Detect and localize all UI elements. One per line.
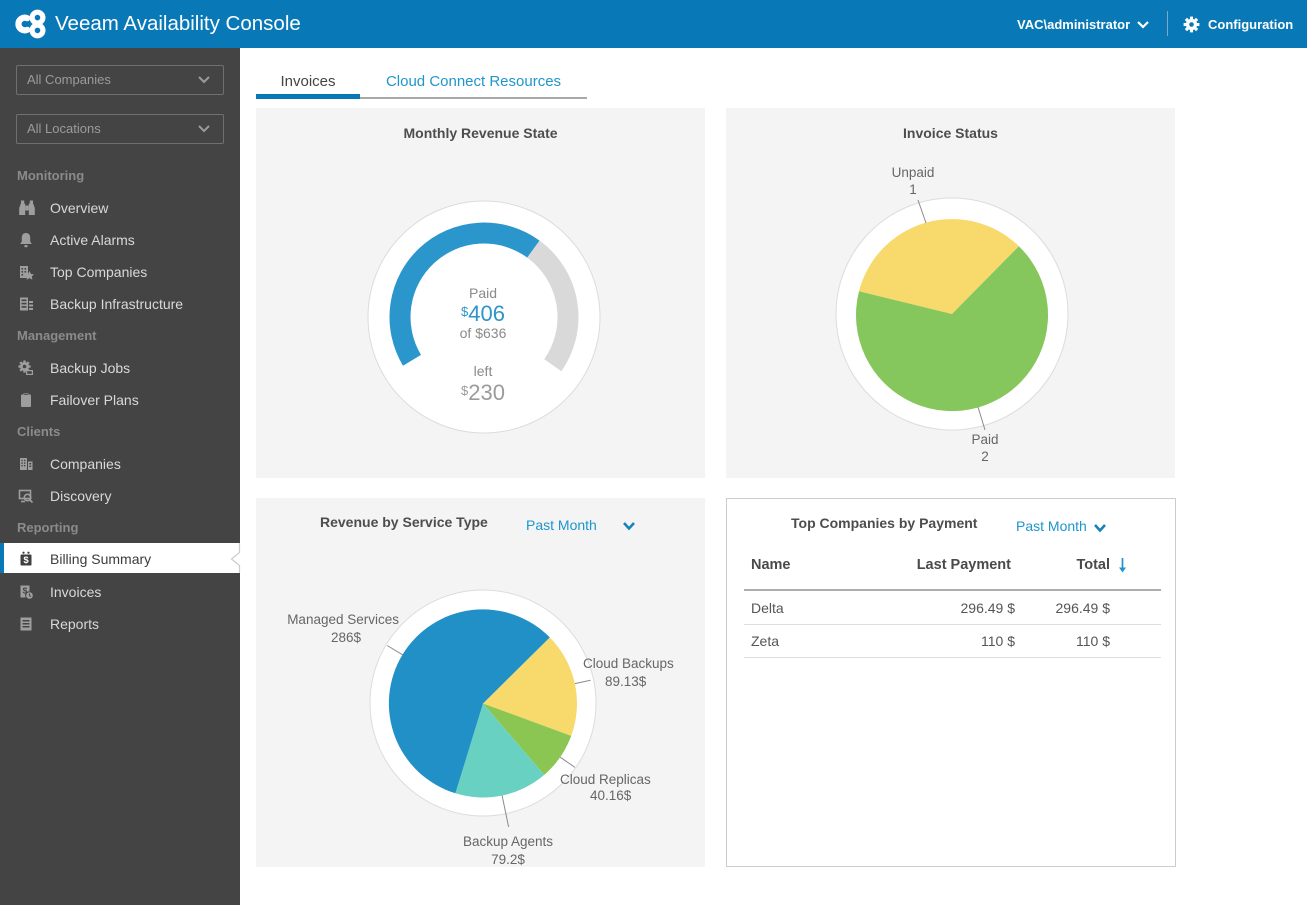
svg-text:286$: 286$ bbox=[331, 630, 362, 645]
svg-text:$: $ bbox=[23, 555, 29, 566]
svg-text:Paid: Paid bbox=[469, 285, 497, 301]
svg-text:Managed Services: Managed Services bbox=[287, 612, 399, 627]
svg-text:89.13$: 89.13$ bbox=[605, 674, 647, 689]
svg-text:Cloud Backups: Cloud Backups bbox=[583, 656, 674, 671]
svg-text:Cloud Replicas: Cloud Replicas bbox=[560, 772, 651, 787]
svg-text:$230: $230 bbox=[461, 380, 505, 405]
svg-text:79.2$: 79.2$ bbox=[491, 852, 525, 867]
svg-text:Backup Agents: Backup Agents bbox=[463, 834, 553, 849]
svg-text:$: $ bbox=[23, 586, 28, 596]
svg-text:Paid: Paid bbox=[971, 432, 998, 447]
svg-text:Unpaid: Unpaid bbox=[892, 165, 935, 180]
svg-text:left: left bbox=[474, 363, 493, 379]
svg-text:1: 1 bbox=[909, 182, 917, 197]
svg-text:2: 2 bbox=[981, 449, 989, 464]
svg-text:of $636: of $636 bbox=[460, 325, 507, 341]
svg-text:40.16$: 40.16$ bbox=[590, 788, 632, 803]
svg-text:$406: $406 bbox=[461, 301, 505, 326]
